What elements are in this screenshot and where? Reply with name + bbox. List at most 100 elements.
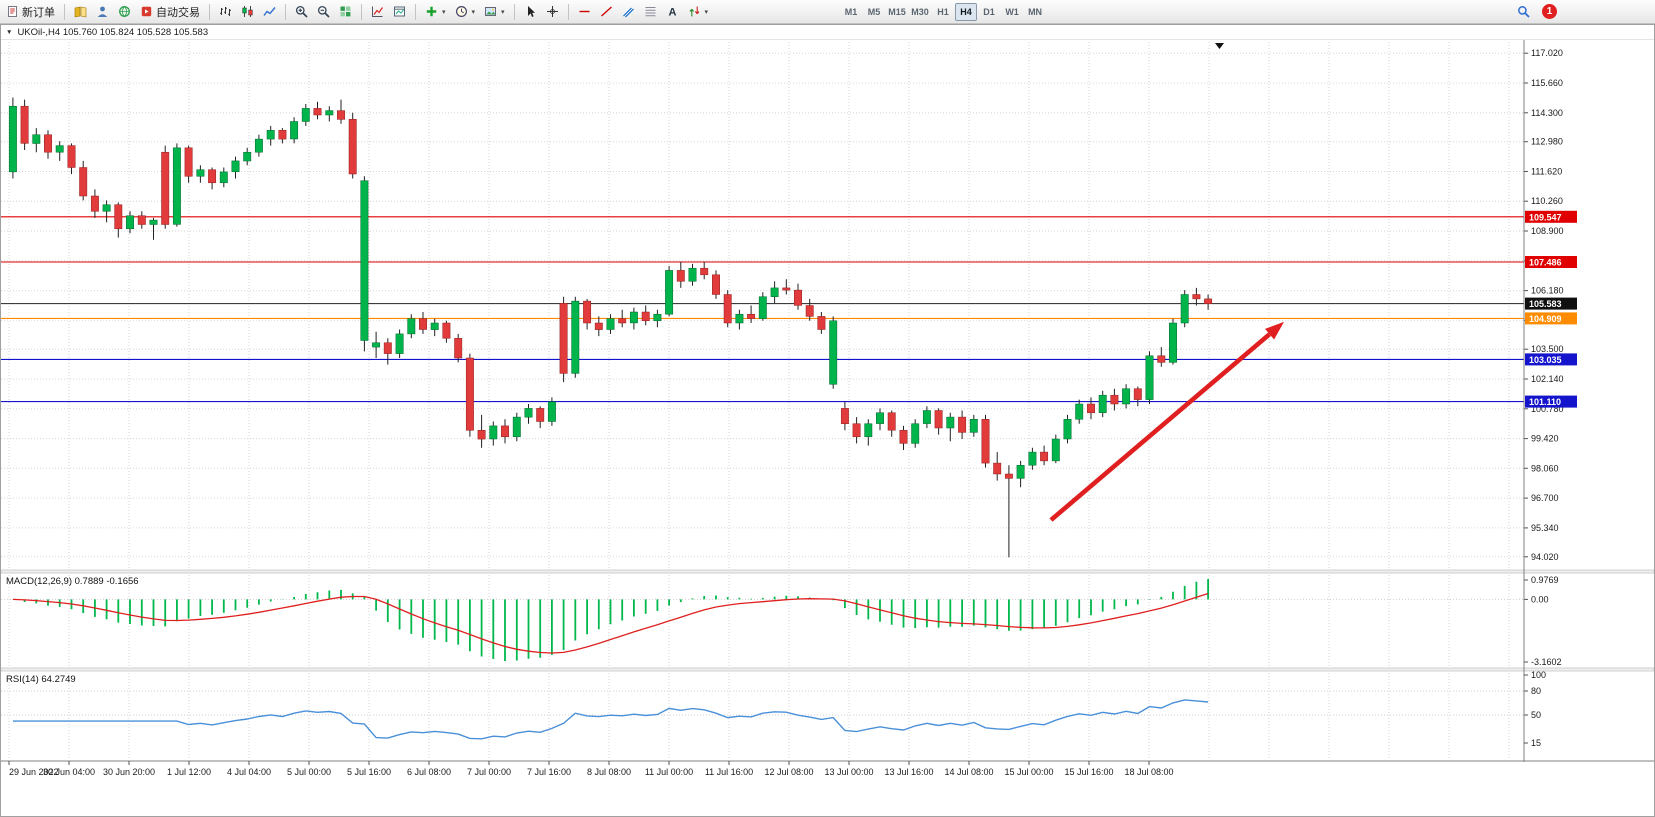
pivot-line-orange-price-tag [1525,312,1577,325]
hline-icon [579,10,590,13]
trend-arrow-head [1265,321,1284,340]
bearish-candles [20,105,1213,479]
zoom-out-button[interactable] [313,2,334,22]
fibonacci-button[interactable] [640,2,661,22]
arrows-button[interactable]: ▾ [684,2,713,22]
toolbar-separator [513,3,515,20]
indicators-button[interactable] [367,2,388,22]
trend-arrow[interactable] [1049,332,1271,522]
trendline-button[interactable] [596,2,617,22]
resistance-line-lower-price-tag-label: 107.486 [1529,258,1562,268]
chart-plot[interactable]: 117.020 115.660 114.300 112.980 111.620 110.2… [1,40,1654,816]
price-tick-label: 114.300 [1531,108,1563,118]
notification-badge[interactable]: 1 [1542,4,1557,19]
timeframe-m15-button[interactable]: M15 [886,3,908,21]
toolbar-separator [64,3,65,20]
add-indicator-button[interactable]: ▾ [421,2,450,22]
chart-windows-button[interactable] [389,2,410,22]
market-watch-button[interactable] [70,2,91,22]
resistance-line-upper-price-tag-label: 109.547 [1529,212,1562,222]
autotrading-button-label: 自动交易 [156,6,200,19]
data-window-button[interactable] [92,2,113,22]
autotrading-button[interactable]: 自动交易 [136,2,204,22]
chevron-down-icon: ▾ [442,8,446,16]
pane-splitter[interactable] [1,667,1654,672]
channel-icon [622,7,634,18]
current-price-line-price-tag-label: 105.583 [1529,299,1562,309]
chevron-down-icon: ▾ [471,8,476,16]
cursor-button[interactable] [520,2,541,22]
price-axis[interactable] [1524,40,1654,761]
time-axis-label: 13 Jul 16:00 [884,767,933,777]
clock-icon [455,5,467,18]
timeframe-d1-button[interactable]: D1 [978,3,1000,21]
timeframe-w1-button[interactable]: W1 [1001,3,1023,21]
price-tick-label: 112.980 [1531,137,1563,147]
price-tick-label: 94.020 [1531,552,1559,562]
timeframe-m5-button[interactable]: M5 [863,3,885,21]
time-axis-label: 1 Jul 12:00 [167,767,211,777]
bar-chart-button[interactable] [215,2,236,22]
text-button[interactable]: A [662,2,683,22]
search-button[interactable] [1513,2,1534,22]
bullish-candles [8,105,1189,479]
chart-window: ▼ UKOil-,H4 105.760 105.824 105.528 105.… [0,24,1655,817]
support-line-lower-price-tag [1525,395,1577,408]
timeframe-h4-button[interactable]: H4 [955,2,978,21]
macd-signal-line [12,592,1209,654]
toolbar-separator [285,3,286,20]
time-axis-label: 14 Jul 08:00 [944,767,993,777]
timeframe-m30-button[interactable]: M30 [909,3,931,21]
resistance-line-upper-price-tag [1525,210,1577,223]
crosshair-button[interactable] [542,2,563,22]
time-axis-label: 5 Jul 16:00 [347,767,391,777]
timeframe-m1-button[interactable]: M1 [840,3,862,21]
price-tick-label: 115.660 [1531,78,1563,88]
price-tick-label: 95.340 [1531,523,1559,533]
template-button[interactable]: ▾ [480,2,509,22]
time-axis-label: 8 Jul 08:00 [587,767,631,777]
candlestick-chart-button[interactable] [237,2,258,22]
toolbar-right: 1 [1513,2,1653,22]
chartup-icon [372,6,383,17]
rsi-scale-label: 80 [1531,686,1541,696]
timeframe-h1-button[interactable]: H1 [932,3,954,21]
horizontal-line-button[interactable] [574,2,595,22]
book-icon [74,6,87,18]
macd-scale-label: 0.9769 [1531,575,1559,585]
collapse-icon[interactable]: ▼ [6,28,13,36]
price-tick-label: 108.900 [1531,226,1564,236]
price-tick-label: 96.700 [1531,493,1559,503]
time-axis-label: 18 Jul 08:00 [1124,767,1173,777]
bars-icon [220,7,231,16]
chart-shift-marker[interactable] [1215,43,1224,49]
price-tick-label: 102.140 [1531,374,1564,384]
price-tick-label: 99.420 [1531,434,1559,444]
rsi-line [12,699,1209,740]
fibo-icon [645,7,656,17]
person-icon [97,6,108,17]
rsi-scale-label: 100 [1531,670,1546,680]
price-tick-label: 100.780 [1531,404,1564,414]
timeframe-mn-button[interactable]: MN [1024,3,1046,21]
new-order-button[interactable]: 新订单 [2,2,59,22]
line-chart-button[interactable] [259,2,280,22]
pane-splitter[interactable] [1,569,1654,574]
time-axis-label: 11 Jul 00:00 [645,767,693,777]
tile-windows-button[interactable] [335,2,356,22]
time-axis-label: 6 Jul 08:00 [407,767,451,777]
navigator-button[interactable] [114,2,135,22]
chart-canvas[interactable]: 117.020 115.660 114.300 112.980 111.620 110.2… [1,40,1654,816]
toolbar-separator [209,3,210,20]
chartwin-icon [394,6,405,17]
autotrading-icon [141,6,152,17]
support-line-upper-price-tag [1525,353,1577,366]
time-axis-label: 7 Jul 00:00 [467,767,511,777]
channel-button[interactable] [618,2,639,22]
zoom-in-button[interactable] [291,2,312,22]
time-axis-label: 7 Jul 16:00 [527,767,571,777]
time-axis-label: 29 Jun 2022 [9,767,59,777]
time-axis-label: 11 Jul 16:00 [705,767,753,777]
time-axis[interactable] [1,761,1654,781]
period-selector-button[interactable]: ▾ [451,2,480,22]
